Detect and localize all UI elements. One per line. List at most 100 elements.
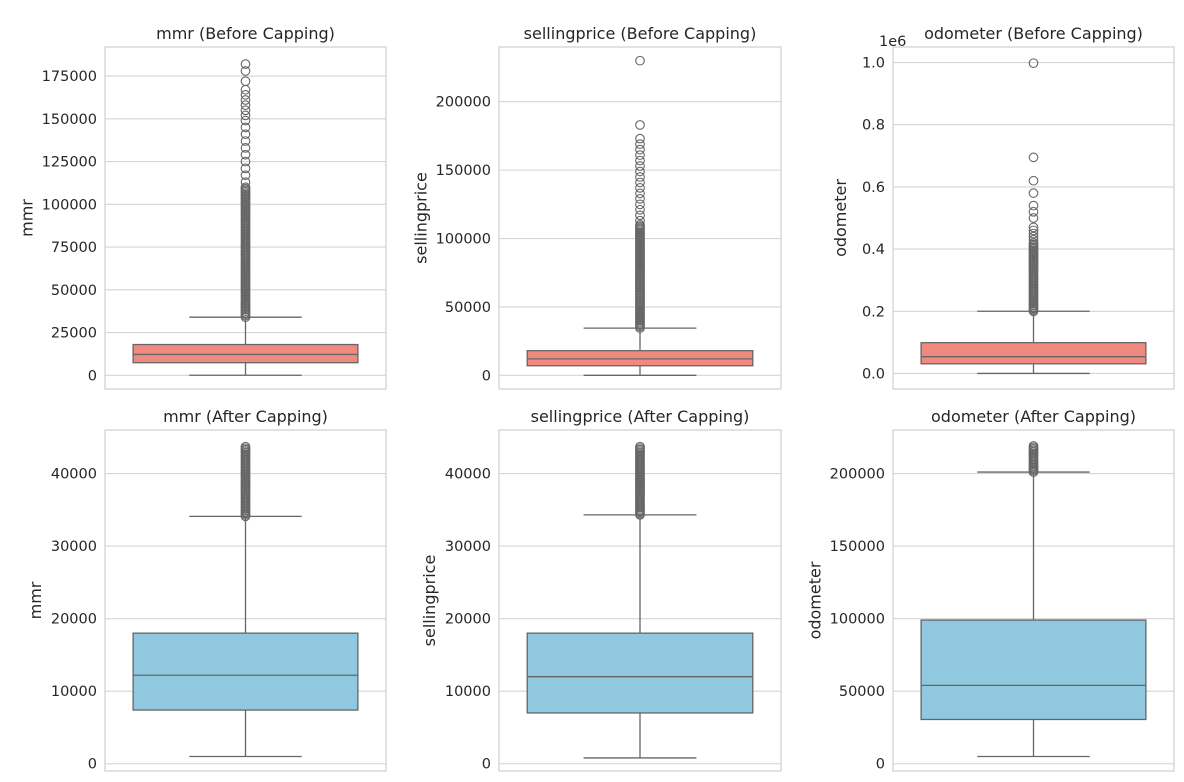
outlier-point bbox=[240, 163, 251, 174]
y-tick-label: 0.8 bbox=[862, 118, 885, 134]
y-tick-label: 100000 bbox=[830, 612, 885, 628]
y-tick-label: 0.6 bbox=[862, 180, 885, 196]
subplot-title: sellingprice (Before Capping) bbox=[524, 24, 757, 43]
subplot-title: mmr (Before Capping) bbox=[156, 24, 335, 43]
subplot-title: odometer (After Capping) bbox=[931, 407, 1136, 426]
y-tick-label: 50000 bbox=[51, 283, 97, 299]
y-tick-label: 30000 bbox=[51, 539, 97, 555]
y-tick-label: 0.0 bbox=[862, 366, 885, 382]
subplot-6: 0 50000 100000 150000 200000 odometer (After … bbox=[805, 407, 1175, 773]
outlier-point bbox=[1028, 200, 1039, 211]
outlier-point bbox=[1028, 222, 1039, 233]
subplot-title: odometer (Before Capping) bbox=[924, 24, 1143, 43]
iqr-box bbox=[526, 632, 754, 714]
y-tick-label: 175000 bbox=[42, 69, 97, 85]
subplot-1: 0 25000 50000 75000 100000 125000 150000 175000… bbox=[17, 24, 387, 390]
y-tick-label: 0 bbox=[876, 757, 885, 773]
outlier-point bbox=[240, 105, 251, 116]
y-axis-label: odometer bbox=[831, 179, 850, 257]
outlier-point bbox=[635, 55, 645, 66]
y-tick-label: 0.2 bbox=[862, 304, 885, 320]
outlier-point bbox=[635, 204, 645, 215]
outlier-point bbox=[240, 76, 251, 87]
outlier-point bbox=[1028, 175, 1039, 186]
y-axis-label: mmr bbox=[17, 199, 36, 237]
outlier-point bbox=[635, 133, 645, 144]
subplot-title: mmr (After Capping) bbox=[163, 407, 328, 426]
y-tick-label: 40000 bbox=[445, 467, 491, 483]
iqr-box bbox=[920, 342, 1147, 365]
y-tick-label: 20000 bbox=[51, 612, 97, 628]
outlier-point bbox=[240, 441, 251, 452]
outlier-point bbox=[1028, 188, 1039, 198]
y-tick-label: 0 bbox=[88, 757, 97, 773]
outlier-point bbox=[635, 215, 645, 226]
y-tick-label: 150000 bbox=[830, 539, 885, 555]
outlier-point bbox=[1028, 231, 1039, 242]
y-axis-label: sellingprice bbox=[411, 172, 430, 264]
outlier-point bbox=[240, 156, 251, 167]
axes-frame bbox=[104, 46, 387, 390]
y-tick-label: 0 bbox=[482, 757, 491, 773]
y-tick-label: 10000 bbox=[445, 684, 491, 700]
outlier-point bbox=[240, 129, 251, 140]
outlier-point bbox=[1028, 238, 1039, 248]
y-axis-label: mmr bbox=[26, 581, 45, 619]
y-tick-label: 0 bbox=[88, 368, 97, 384]
outlier-point bbox=[1028, 441, 1039, 451]
subplot-2: 0 50000 100000 150000 200000 sellingprice (Be… bbox=[411, 24, 782, 390]
outlier-point bbox=[635, 150, 645, 160]
y-tick-label: 200000 bbox=[830, 467, 885, 483]
y-tick-label: 200000 bbox=[436, 95, 491, 111]
outlier-point bbox=[240, 66, 251, 76]
outlier-point bbox=[635, 177, 645, 188]
y-tick-label: 75000 bbox=[51, 240, 97, 256]
outlier-point bbox=[1028, 234, 1039, 245]
outlier-point bbox=[635, 183, 645, 193]
outlier-point bbox=[240, 182, 251, 193]
outlier-point bbox=[240, 115, 251, 126]
outlier-point bbox=[240, 170, 251, 181]
iqr-box bbox=[920, 619, 1147, 721]
y-tick-label: 150000 bbox=[436, 163, 491, 179]
outlier-point bbox=[635, 155, 645, 166]
outlier-point bbox=[635, 161, 645, 171]
outlier-point bbox=[635, 219, 645, 230]
y-tick-label: 50000 bbox=[839, 684, 885, 700]
axes-frame bbox=[892, 46, 1175, 390]
y-tick-label: 100000 bbox=[436, 232, 491, 248]
iqr-box bbox=[526, 350, 754, 367]
y-tick-label: 100000 bbox=[42, 197, 97, 213]
outlier-point bbox=[240, 136, 251, 146]
y-tick-label: 10000 bbox=[51, 684, 97, 700]
axes-frame bbox=[104, 429, 387, 772]
iqr-box bbox=[132, 343, 359, 364]
iqr-box bbox=[132, 632, 359, 711]
y-tick-label: 20000 bbox=[445, 612, 491, 628]
y-axis-label: odometer bbox=[805, 561, 824, 639]
axes-frame bbox=[498, 429, 782, 772]
y-tick-label: 50000 bbox=[445, 300, 491, 316]
outlier-point bbox=[635, 193, 645, 204]
outlier-point bbox=[1028, 206, 1039, 217]
y-tick-label: 0.4 bbox=[862, 242, 885, 258]
subplot-3: 0.0 0.2 0.4 0.6 0.8 1.0 odometer (Before Cappi… bbox=[831, 24, 1175, 390]
y-tick-label: 150000 bbox=[42, 112, 97, 128]
outlier-point bbox=[1028, 213, 1039, 223]
outlier-point bbox=[635, 120, 645, 130]
y-axis-label: sellingprice bbox=[420, 555, 439, 647]
outlier-point bbox=[1028, 58, 1039, 69]
outlier-point bbox=[635, 199, 645, 210]
outlier-point bbox=[240, 84, 251, 95]
outlier-point bbox=[635, 188, 645, 199]
y-tick-label: 0 bbox=[482, 368, 491, 384]
y-tick-label: 25000 bbox=[51, 326, 97, 342]
outlier-point bbox=[635, 210, 645, 221]
axes-frame bbox=[892, 429, 1175, 772]
outlier-point bbox=[635, 139, 645, 149]
outlier-point bbox=[240, 143, 251, 153]
outlier-point bbox=[1028, 228, 1039, 239]
outlier-point bbox=[635, 172, 645, 182]
axes-frame bbox=[498, 46, 782, 390]
